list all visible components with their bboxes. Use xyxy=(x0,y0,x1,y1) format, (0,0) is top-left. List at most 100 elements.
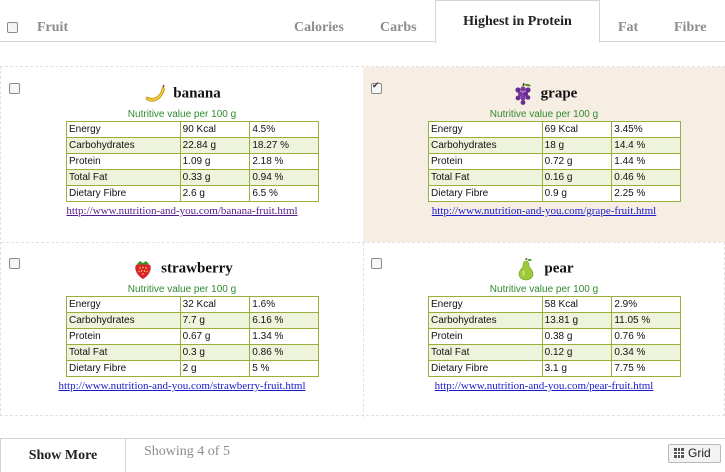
fruit-name: pear xyxy=(544,260,574,277)
table-row: Dietary Fibre 3.1 g 7.75 % xyxy=(428,360,681,377)
fruit-card-pear: pear Nutritive value per 100 g Energy 58 … xyxy=(363,242,725,417)
grid-icon xyxy=(674,448,684,458)
fruit-grid: banana Nutritive value per 100 g Energy 9… xyxy=(0,66,725,417)
row-amount: 2.6 g xyxy=(179,185,251,202)
row-amount: 0.38 g xyxy=(541,328,613,345)
row-amount: 90 Kcal xyxy=(179,121,251,138)
fruit-link[interactable]: http://www.nutrition-and-you.com/pear-fr… xyxy=(434,380,654,392)
row-amount: 18 g xyxy=(541,137,613,154)
footer-divider xyxy=(125,438,725,439)
row-label: Carbohydrates xyxy=(428,312,543,329)
row-amount: 13.81 g xyxy=(541,312,613,329)
row-amount: 32 Kcal xyxy=(179,296,251,313)
table-row: Total Fat 0.12 g 0.34 % xyxy=(428,344,681,361)
row-label: Total Fat xyxy=(66,344,181,361)
card-checkbox[interactable] xyxy=(371,81,382,94)
row-percent: 4.5% xyxy=(249,121,319,138)
fruit-name: strawberry xyxy=(161,260,233,277)
table-row: Total Fat 0.3 g 0.86 % xyxy=(66,344,319,361)
row-percent: 0.86 % xyxy=(249,344,319,361)
fruit-name: grape xyxy=(540,85,578,102)
row-label: Carbohydrates xyxy=(66,137,181,154)
fruit-card-grape: grape Nutritive value per 100 g Energy69… xyxy=(363,67,725,242)
table-row: Dietary Fibre 2.6 g 6.5 % xyxy=(66,185,319,202)
grid-divider-horizontal xyxy=(1,242,725,243)
column-fat[interactable]: Fat xyxy=(618,20,639,35)
table-row: Carbohydrates 7.7 g 6.16 % xyxy=(66,312,319,329)
row-amount: 1.09 g xyxy=(179,153,251,170)
nutrition-table: Energy 69 Kcal 3.45% Carbohydrates 18 g 14.4… xyxy=(428,121,681,202)
table-row: Carbohydrates 22.84 g 18.27 % xyxy=(66,137,319,154)
row-amount: 58 Kcal xyxy=(541,296,613,313)
row-label: Energy xyxy=(428,296,543,313)
fruit-link[interactable]: http://www.nutrition-and-you.com/strawbe… xyxy=(58,380,306,392)
table-row: Protein 0.67 g 1.34 % xyxy=(66,328,319,345)
fruit-name: banana xyxy=(173,85,221,102)
row-label: Protein xyxy=(428,328,543,345)
column-fruit[interactable]: Fruit xyxy=(37,20,69,35)
showing-count: Showing 4 of 5 xyxy=(144,444,230,459)
row-label: Total Fat xyxy=(66,169,181,186)
row-percent: 6.16 % xyxy=(249,312,319,329)
tab-highest-in-protein[interactable]: Highest in Protein xyxy=(435,0,600,43)
fruit-link[interactable]: http://www.nutrition-and-you.com/banana-… xyxy=(66,205,298,217)
row-percent: 0.94 % xyxy=(249,169,319,186)
nutrition-table: Energy 90 Kcal 4.5% Carbohydrates 22.84 g 18… xyxy=(66,121,319,202)
row-amount: 0.72 g xyxy=(541,153,613,170)
nutrition-table: Energy 58 Kcal 2.9% Carbohydrates 13.81 g 11… xyxy=(428,296,681,377)
grid-view-button[interactable]: Grid xyxy=(668,444,721,463)
row-label: Energy xyxy=(428,121,543,138)
row-amount: 0.67 g xyxy=(179,328,251,345)
pear-icon xyxy=(514,257,538,281)
row-label: Dietary Fibre xyxy=(66,360,181,377)
row-label: Protein xyxy=(66,328,181,345)
row-percent: 0.34 % xyxy=(611,344,681,361)
row-amount: 0.16 g xyxy=(541,169,613,186)
row-amount: 69 Kcal xyxy=(541,121,613,138)
row-label: Protein xyxy=(428,153,543,170)
table-row: Total Fat 0.33 g 0.94 % xyxy=(66,169,319,186)
card-checkbox[interactable] xyxy=(9,258,20,269)
card-checkbox[interactable] xyxy=(9,83,20,94)
column-fibre[interactable]: Fibre xyxy=(674,20,707,35)
row-percent: 3.45% xyxy=(611,121,681,138)
row-percent: 6.5 % xyxy=(249,185,319,202)
table-row: Energy 32 Kcal 1.6% xyxy=(66,296,319,313)
row-amount: 22.84 g xyxy=(179,137,251,154)
select-all-checkbox[interactable] xyxy=(7,22,18,33)
row-percent: 1.44 % xyxy=(611,153,681,170)
row-amount: 0.33 g xyxy=(179,169,251,186)
fruit-link[interactable]: http://www.nutrition-and-you.com/grape-f… xyxy=(431,205,657,217)
row-percent: 2.18 % xyxy=(249,153,319,170)
row-label: Protein xyxy=(66,153,181,170)
grape-icon xyxy=(511,82,535,106)
row-percent: 0.76 % xyxy=(611,328,681,345)
nutrition-table: Energy 32 Kcal 1.6% Carbohydrates 7.7 g 6.16… xyxy=(66,296,319,377)
row-amount: 2 g xyxy=(179,360,251,377)
table-row: Energy 69 Kcal 3.45% xyxy=(428,121,681,138)
table-row: Protein 1.09 g 2.18 % xyxy=(66,153,319,170)
row-label: Total Fat xyxy=(428,169,543,186)
fruit-card-strawberry: strawberry Nutritive value per 100 g Ene… xyxy=(1,242,363,417)
nutrition-subtitle: Nutritive value per 100 g xyxy=(127,284,237,295)
nutrition-subtitle: Nutritive value per 100 g xyxy=(127,109,237,120)
row-label: Carbohydrates xyxy=(66,312,181,329)
grid-view-label: Grid xyxy=(688,446,711,460)
table-row: Carbohydrates 18 g 14.4 % xyxy=(428,137,681,154)
row-percent: 2.25 % xyxy=(611,185,681,202)
nutrition-subtitle: Nutritive value per 100 g xyxy=(489,284,599,295)
row-percent: 18.27 % xyxy=(249,137,319,154)
row-amount: 0.3 g xyxy=(179,344,251,361)
nutrition-subtitle: Nutritive value per 100 g xyxy=(489,109,599,120)
row-amount: 7.7 g xyxy=(179,312,251,329)
card-checkbox[interactable] xyxy=(371,258,382,269)
fruit-card-banana: banana Nutritive value per 100 g Energy 9… xyxy=(1,67,363,242)
row-label: Dietary Fibre xyxy=(428,185,543,202)
row-percent: 14.4 % xyxy=(611,137,681,154)
show-more-button[interactable]: Show More xyxy=(0,438,126,472)
row-amount: 0.12 g xyxy=(541,344,613,361)
column-calories[interactable]: Calories xyxy=(294,20,344,35)
row-percent: 0.46 % xyxy=(611,169,681,186)
table-row: Carbohydrates 13.81 g 11.05 % xyxy=(428,312,681,329)
column-carbs[interactable]: Carbs xyxy=(380,20,417,35)
